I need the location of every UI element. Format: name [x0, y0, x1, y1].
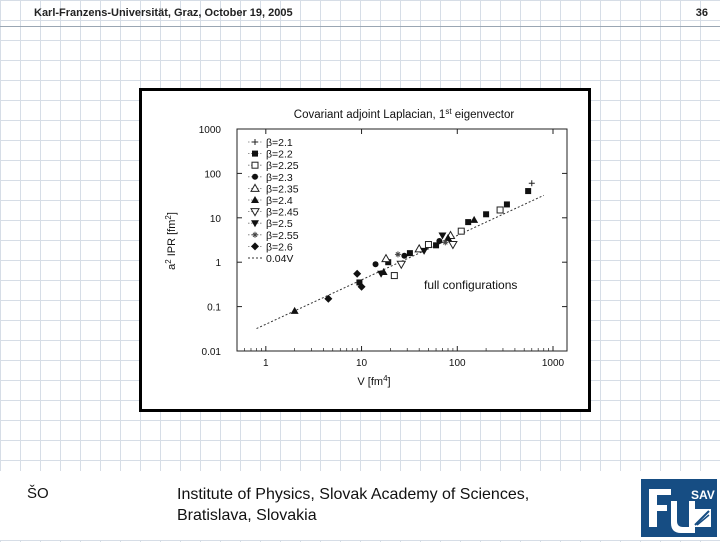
data-point: [444, 234, 453, 242]
author-initials: ŠO: [27, 485, 49, 502]
data-point: [385, 259, 392, 266]
data-point: [442, 239, 449, 246]
y-tick-label: 1000: [199, 125, 222, 136]
legend-marker: [251, 196, 259, 203]
chart-title: Covariant adjoint Laplacian, 1st eigenve…: [294, 107, 515, 122]
legend-marker: [250, 208, 260, 217]
legend-label: β=2.6: [266, 241, 293, 253]
data-point: [496, 206, 504, 214]
data-point: [503, 201, 510, 208]
legend-label: β=2.1: [266, 137, 293, 149]
footer-bar: [0, 471, 720, 540]
data-point: [396, 260, 407, 270]
data-point: [525, 188, 532, 195]
chart-annotation: full configurations: [424, 278, 517, 292]
legend-label: β=2.2: [266, 149, 293, 161]
x-tick-label: 100: [449, 358, 466, 369]
data-point: [470, 215, 479, 223]
y-tick-label: 10: [210, 214, 222, 225]
legend-marker: [252, 231, 258, 238]
conference-header: Karl-Franzens-Universität, Graz, October…: [34, 7, 293, 19]
slide-number: 36: [695, 7, 708, 19]
x-tick-label: 1000: [542, 358, 565, 369]
legend-marker: [251, 242, 259, 251]
data-point: [401, 252, 408, 259]
legend-marker: [252, 150, 258, 157]
y-tick-label: 1: [215, 258, 221, 269]
data-point: [357, 282, 366, 291]
legend-label: β=2.4: [266, 195, 293, 207]
sav-logo: SAV: [641, 479, 717, 537]
legend-marker: [250, 183, 260, 192]
x-axis-label: V [fm4]: [357, 374, 390, 389]
data-point: [433, 242, 440, 249]
data-point: [390, 272, 398, 280]
institute-line-1: Institute of Physics, Slovak Academy of …: [177, 486, 530, 503]
data-point: [353, 269, 362, 278]
header-divider: [0, 26, 720, 27]
data-point: [457, 227, 465, 235]
y-tick-label: 0.1: [207, 303, 221, 314]
legend-marker: [252, 173, 258, 180]
data-point: [324, 294, 333, 303]
data-point: [377, 270, 386, 278]
data-point: [528, 180, 535, 187]
legend-marker: [252, 139, 258, 145]
data-point: [372, 261, 379, 268]
x-tick-label: 10: [356, 358, 368, 369]
ipr-scaling-chart: β=2.1β=2.2β=2.25β=2.3β=2.35β=2.4β=2.45β=…: [164, 107, 568, 389]
data-point: [424, 241, 432, 249]
data-point: [356, 279, 363, 286]
plot-area-frame: [236, 128, 568, 352]
data-point: [436, 238, 443, 245]
data-point: [483, 211, 490, 218]
legend-label: β=2.55: [266, 230, 299, 242]
fit-line: [256, 194, 544, 330]
data-point: [465, 219, 472, 226]
institute-line-2: Bratislava, Slovakia: [177, 507, 317, 524]
legend-marker: [251, 161, 259, 169]
legend-label: β=2.45: [266, 207, 299, 219]
legend-label: β=2.35: [266, 183, 299, 195]
data-point: [381, 253, 391, 263]
legend-label: β=2.25: [266, 160, 299, 172]
legend-label: β=2.3: [266, 172, 293, 184]
data-point: [420, 247, 429, 255]
data-point: [448, 241, 458, 250]
x-tick-label: 1: [263, 358, 269, 369]
institute-text: Institute of Physics, Slovak Academy of …: [177, 484, 529, 526]
y-tick-label: 100: [204, 169, 221, 180]
y-tick-label: 0.01: [202, 347, 222, 358]
data-point: [438, 232, 447, 240]
legend-label: β=2.5: [266, 218, 293, 230]
legend-fit-label: 0.04V: [266, 253, 293, 265]
sav-logo-text: SAV: [691, 488, 715, 502]
data-point: [290, 306, 299, 314]
legend-marker: [251, 220, 259, 228]
data-point: [406, 250, 413, 257]
data-point: [394, 251, 401, 258]
y-axis-label: a2 IPR [fm2]: [164, 212, 179, 270]
figure-frame: β=2.1 β=2.2 β=2.25 β=2.3 β=2.35 β=2.4 β=2.45 β=…: [139, 88, 591, 412]
